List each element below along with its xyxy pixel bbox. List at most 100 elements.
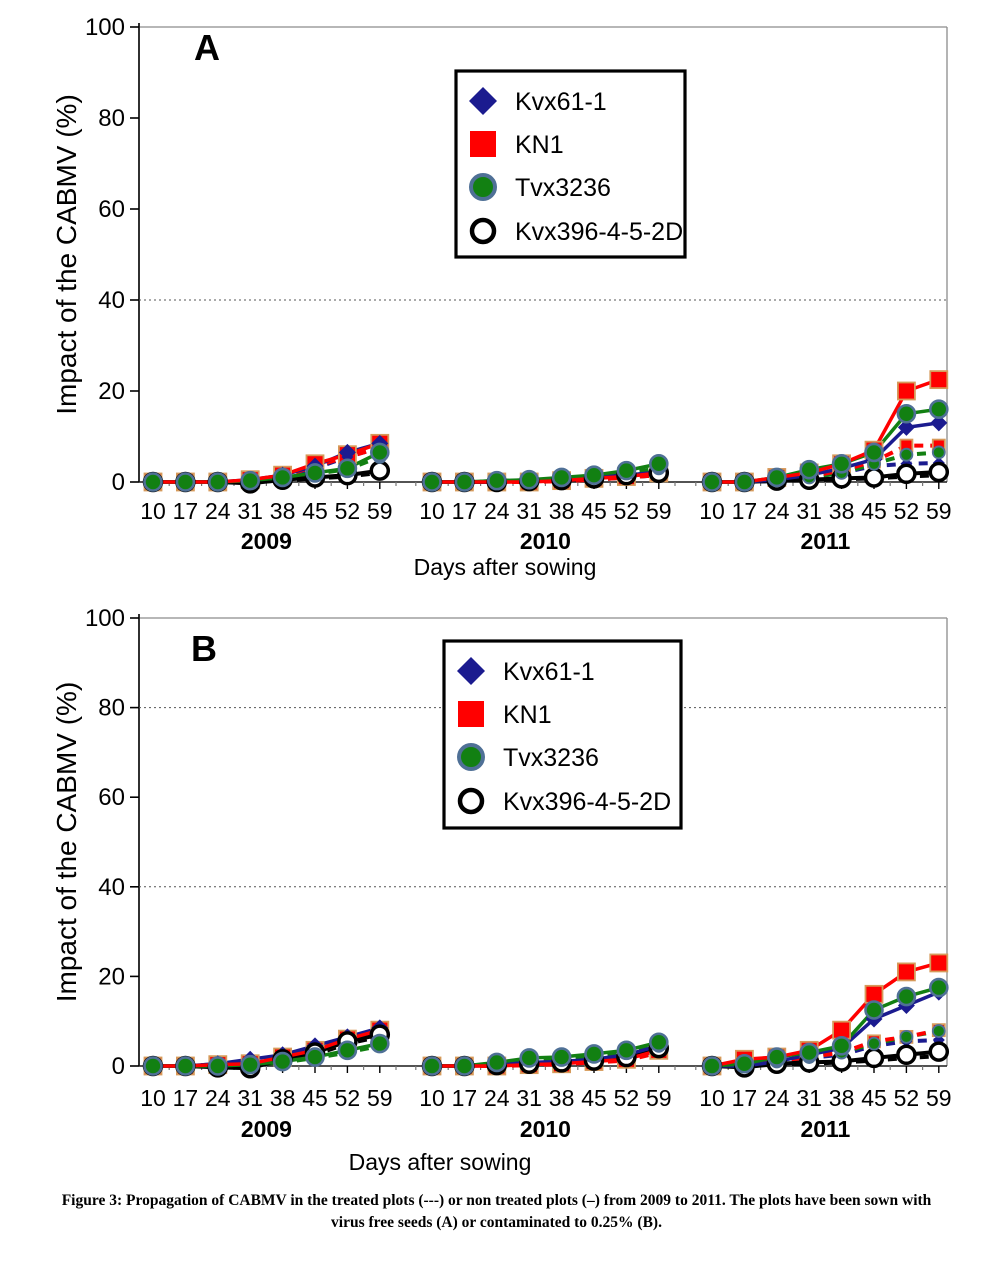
x-tick-label: 45	[302, 1085, 328, 1111]
marker-tvx3236-non-treated	[648, 1032, 669, 1053]
legend-item-kvx61-1: Kvx61-1	[469, 87, 607, 116]
x-tick-label: 24	[484, 498, 510, 524]
x-tick-label: 59	[367, 1085, 393, 1111]
marker-kvx396-4-5-2d-non-treated	[896, 463, 917, 485]
x-tick-label: 52	[894, 1085, 920, 1111]
x-tick-label: 17	[452, 498, 478, 524]
legend-label: Tvx3236	[503, 744, 599, 772]
marker-tvx3236-non-treated	[486, 470, 507, 491]
x-tick-label: 59	[646, 1085, 672, 1111]
marker-tvx3236-non-treated	[208, 1056, 228, 1076]
series-markers	[142, 370, 950, 494]
marker-tvx3236-non-treated	[240, 1054, 260, 1075]
marker-tvx3236-non-treated	[896, 403, 917, 424]
x-tick-label: 52	[894, 498, 920, 524]
marker-tvx3236-non-treated	[369, 1033, 390, 1054]
marker-kn1-non-treated	[897, 381, 916, 401]
series-lines	[153, 961, 940, 1071]
x-tick-label: 17	[732, 498, 758, 524]
x-tick-label: 52	[335, 498, 361, 524]
marker-kvx396-4-5-2d-non-treated	[928, 461, 950, 483]
marker-tvx3236-non-treated	[864, 442, 884, 463]
x-tick-label: 10	[699, 1085, 725, 1111]
legend: Kvx61-1 KN1 Tvx3236 Kvx396-4-5-2D	[442, 639, 683, 830]
marker-tvx3236-non-treated	[584, 1044, 604, 1064]
marker-tvx3236-non-treated	[702, 1056, 722, 1076]
y-axis-title: Impact of the CABMV (%)	[51, 94, 82, 415]
y-tick-label: 100	[85, 605, 125, 632]
x-tick-label: 38	[549, 498, 575, 524]
y-tick-label: 20	[98, 378, 125, 405]
y-tick-label: 0	[112, 469, 125, 496]
marker-kn1-non-treated	[897, 962, 916, 982]
marker-tvx3236-non-treated	[551, 1047, 572, 1067]
year-label: 2009	[241, 528, 292, 554]
x-tick-label: 52	[614, 1085, 640, 1111]
x-tick-label: 31	[516, 1085, 542, 1111]
x-tick-label: 17	[452, 1085, 478, 1111]
x-tick-label: 17	[173, 1085, 199, 1111]
x-tick-label: 59	[646, 498, 672, 524]
x-tick-label: 10	[140, 498, 166, 524]
y-tick-label: 60	[98, 196, 125, 223]
x-tick-label: 45	[302, 498, 328, 524]
legend-item-tvx3236: Tvx3236	[457, 743, 599, 772]
legend-item-kn1: KN1	[470, 131, 564, 159]
y-axis: 0 20 40 60 80 100	[85, 14, 139, 496]
marker-tvx3236-non-treated	[422, 1056, 442, 1076]
x-tick-label: 10	[699, 498, 725, 524]
marker-tvx3236-non-treated	[240, 470, 260, 491]
marker-tvx3236-non-treated	[175, 472, 196, 492]
marker-tvx3236-non-treated	[766, 467, 787, 488]
marker-tvx3236-non-treated	[831, 453, 852, 474]
marker-tvx3236-non-treated	[175, 1056, 196, 1076]
marker-tvx3236-non-treated	[551, 467, 572, 488]
x-tick-label: 38	[829, 498, 855, 524]
marker-kn1-non-treated	[929, 953, 949, 973]
x-tick-label: 17	[732, 1085, 758, 1111]
x-tick-label: 45	[581, 498, 607, 524]
marker-kvx61-1-non-treated	[897, 418, 915, 436]
x-axis-title: Days after sowing	[414, 554, 597, 580]
year-label: 2010	[520, 528, 571, 554]
legend-label: Kvx61-1	[503, 658, 595, 686]
marker-kvx396-4-5-2d-non-treated	[369, 460, 391, 481]
year-label: 2010	[520, 1116, 571, 1142]
x-tick-label: 24	[205, 498, 231, 524]
legend-item-kvx396-4-5-2d: Kvx396-4-5-2D	[469, 217, 683, 246]
x-tick-label: 17	[173, 498, 199, 524]
panel-letter: B	[191, 628, 217, 669]
x-axis-title: Days after sowing	[349, 1149, 532, 1175]
marker-tvx3236-non-treated	[928, 399, 949, 420]
y-tick-label: 80	[98, 695, 125, 722]
figure-caption: Figure 3: Propagation of CABMV in the tr…	[0, 1190, 993, 1235]
x-tick-label: 31	[516, 498, 542, 524]
marker-kvx396-4-5-2d-non-treated	[928, 1041, 950, 1062]
x-tick-label: 31	[237, 1085, 263, 1111]
legend-item-kvx396-4-5-2d: Kvx396-4-5-2D	[457, 787, 671, 816]
legend-item-tvx3236: Tvx3236	[469, 173, 611, 202]
marker-tvx3236-non-treated	[422, 472, 442, 492]
legend-item-kvx61-1: Kvx61-1	[457, 657, 595, 686]
marker-tvx3236-non-treated	[616, 1040, 637, 1061]
marker-tvx3236-non-treated	[369, 442, 390, 463]
caption-line-2: virus free seeds (A) or contaminated to …	[331, 1214, 662, 1232]
x-tick-label: 52	[335, 1085, 361, 1111]
x-tick-label: 59	[926, 498, 952, 524]
x-tick-label: 38	[270, 1085, 296, 1111]
x-tick-label: 24	[484, 1085, 510, 1111]
marker-tvx3236-non-treated	[799, 459, 820, 480]
marker-tvx3236-non-treated	[616, 460, 637, 481]
x-tick-label: 38	[829, 1085, 855, 1111]
marker-kvx396-4-5-2d-non-treated	[896, 1044, 917, 1066]
x-tick-label: 10	[419, 1085, 445, 1111]
x-tick-label: 45	[861, 498, 887, 524]
x-tick-label: 45	[861, 1085, 887, 1111]
marker-tvx3236-treated	[899, 1029, 914, 1044]
marker-tvx3236-non-treated	[337, 458, 358, 479]
x-tick-label: 31	[237, 498, 263, 524]
marker-tvx3236-non-treated	[305, 1047, 325, 1067]
marker-tvx3236-treated	[931, 445, 946, 460]
